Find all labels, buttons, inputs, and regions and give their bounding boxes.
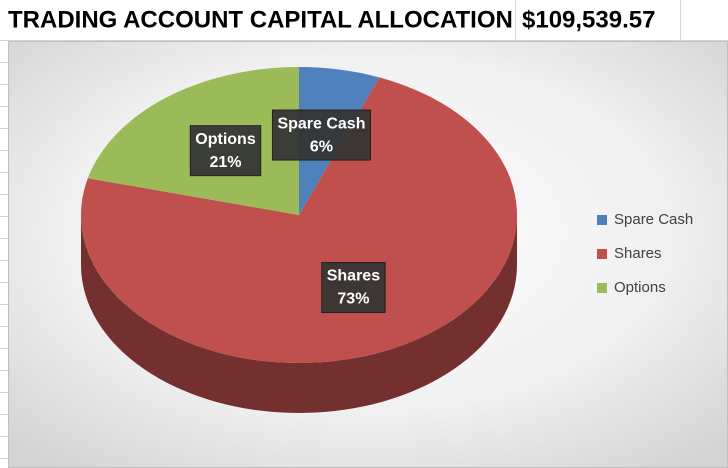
- data-label-category: Options: [195, 131, 256, 148]
- data-label-category: Spare Cash: [277, 115, 365, 132]
- data-label-value: 73%: [337, 291, 369, 308]
- legend-swatch: [597, 283, 607, 293]
- data-label-box: [271, 109, 371, 161]
- legend: Spare Cash Shares Options: [597, 211, 693, 296]
- slice: [80, 77, 518, 364]
- data-label-value: 6%: [310, 138, 333, 155]
- total-cell: $109,539.57: [522, 6, 655, 33]
- data-label-value: 21%: [209, 154, 241, 171]
- legend-label: Options: [614, 279, 666, 296]
- legend-label: Spare Cash: [614, 211, 693, 228]
- sheet-title: TRADING ACCOUNT CAPITAL ALLOCATION: [8, 6, 513, 33]
- data-label: Options 21%: [189, 125, 262, 177]
- data-label-box: [321, 262, 386, 314]
- legend-swatch: [597, 249, 607, 259]
- data-label-box: [189, 125, 262, 177]
- data-label: Spare Cash 6%: [271, 109, 371, 161]
- legend-label: Shares: [614, 245, 662, 262]
- plot: Spare Cash 6% Shares 73% Options 21%: [80, 67, 518, 413]
- data-label-category: Shares: [327, 268, 380, 285]
- data-label: Shares 73%: [321, 262, 386, 314]
- slice-side: [81, 215, 517, 413]
- legend-swatch: [597, 215, 607, 225]
